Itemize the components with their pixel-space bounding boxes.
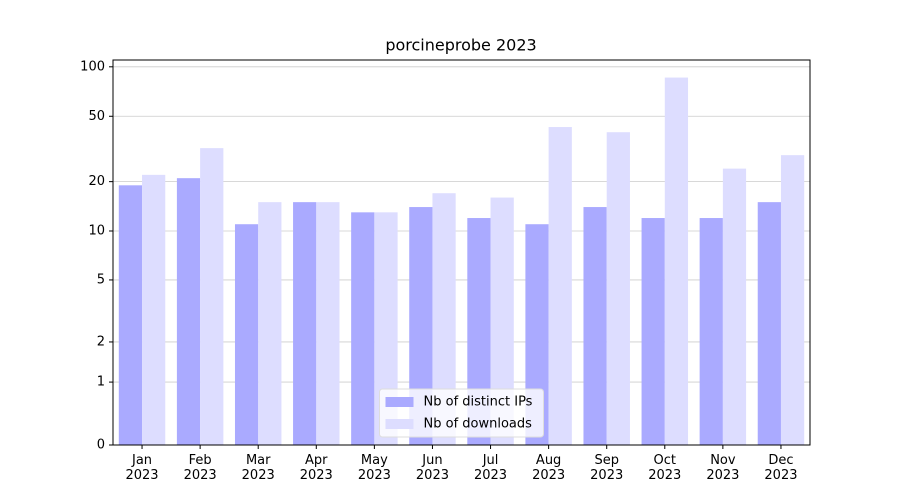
y-tick-label: 5 (97, 272, 105, 287)
x-tick-label: Jul 2023 (473, 453, 508, 483)
bar (351, 212, 375, 445)
y-tick-label: 2 (97, 334, 105, 349)
bar (432, 193, 456, 445)
bar (664, 77, 689, 445)
x-tick-label: Sep 2023 (590, 453, 624, 483)
bar (780, 155, 805, 446)
y-tick-label: 10 (88, 223, 105, 238)
y-tick-label: 20 (88, 174, 105, 189)
x-tick-label: Apr 2023 (299, 453, 333, 483)
x-tick-label: Oct 2023 (648, 453, 682, 483)
bar (118, 185, 143, 446)
y-tick-label: 0 (97, 438, 105, 453)
bar (641, 218, 665, 445)
bar (583, 207, 607, 445)
bar (757, 202, 781, 445)
x-tick-label: Dec 2023 (764, 453, 798, 483)
y-tick-label: 100 (80, 59, 105, 74)
bar (142, 174, 166, 445)
legend-box (379, 388, 544, 438)
plot-frame (112, 59, 811, 446)
x-tick-label: May 2023 (357, 453, 391, 483)
bar (258, 202, 282, 445)
x-tick-label: Jan 2023 (125, 453, 159, 483)
legend-swatch (385, 419, 414, 429)
bar (176, 178, 201, 445)
bar (200, 148, 224, 446)
bar (699, 218, 723, 445)
y-tick-label: 1 (97, 375, 105, 390)
bar (722, 168, 747, 445)
legend-label: Nb of distinct IPs (424, 395, 533, 410)
bar (548, 127, 572, 445)
bar (490, 197, 514, 445)
chart-title: porcineprobe 2023 (385, 36, 536, 55)
y-tick-label: 50 (88, 109, 105, 124)
x-tick-label: Mar 2023 (241, 453, 275, 483)
bar (293, 202, 317, 445)
bar (606, 132, 630, 445)
bar (409, 207, 433, 445)
bar (234, 224, 259, 445)
x-tick-label: Feb 2023 (183, 453, 217, 483)
x-tick-label: Aug 2023 (532, 453, 566, 483)
x-tick-label: Jun 2023 (415, 453, 449, 483)
legend: Nb of distinct IPs Nb of downloads (379, 388, 544, 438)
legend-label: Nb of downloads (424, 417, 533, 432)
x-tick-label: Nov 2023 (706, 453, 740, 483)
bar (374, 212, 398, 445)
bar (467, 218, 491, 445)
bar (316, 202, 340, 445)
legend-swatch (385, 397, 414, 407)
